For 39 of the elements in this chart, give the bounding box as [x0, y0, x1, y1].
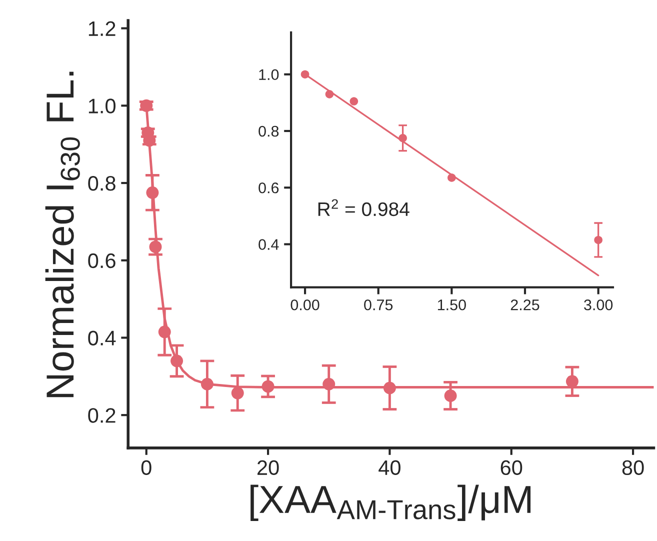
y-tick-label: 0.6 — [88, 253, 116, 268]
point — [322, 378, 336, 390]
point — [448, 174, 456, 182]
y-tick-label: 0.4 — [88, 330, 116, 346]
point — [350, 97, 358, 106]
x-tick-label: 0.00 — [290, 299, 320, 310]
y-tick-label: 0.6 — [258, 182, 279, 194]
y-tick-label: 0.8 — [88, 176, 116, 191]
y-tick-label: 0.8 — [258, 126, 279, 137]
y-axis-title: Normalized I$_{630}$ FL. — [45, 72, 80, 398]
x-tick-label: 3.00 — [584, 299, 613, 310]
x-tick-label: 80 — [622, 460, 644, 476]
y-tick-label: 1.0 — [259, 69, 279, 80]
y-tick-label: 0.4 — [258, 239, 279, 250]
point — [262, 380, 274, 393]
point — [383, 382, 396, 394]
point — [231, 386, 244, 400]
point — [170, 354, 184, 368]
point — [200, 378, 214, 390]
x-axis-title: [XAA$_{AM-Trans}$]/μM — [250, 484, 531, 521]
point — [149, 240, 162, 254]
x-tick-label: 20 — [257, 460, 279, 476]
x-tick-label: 0 — [141, 460, 152, 476]
x-tick-label: 2.25 — [510, 299, 540, 310]
x-tick-label: 1.50 — [438, 299, 466, 310]
point — [398, 134, 407, 142]
x-tick-label: 40 — [378, 460, 400, 476]
x-tick-label: 0.75 — [364, 299, 393, 310]
point — [146, 186, 159, 199]
y-tick-label: 1.0 — [88, 98, 116, 114]
point — [300, 70, 310, 79]
y-tick-label: 0.2 — [88, 408, 116, 423]
point — [594, 236, 602, 244]
point — [158, 326, 171, 338]
y-tick-label: 1.2 — [88, 21, 116, 36]
x-tick-label: 60 — [500, 460, 522, 476]
point — [444, 389, 457, 402]
point — [325, 90, 334, 98]
annotation: R$^{2}$ = 0.984 — [318, 199, 410, 216]
